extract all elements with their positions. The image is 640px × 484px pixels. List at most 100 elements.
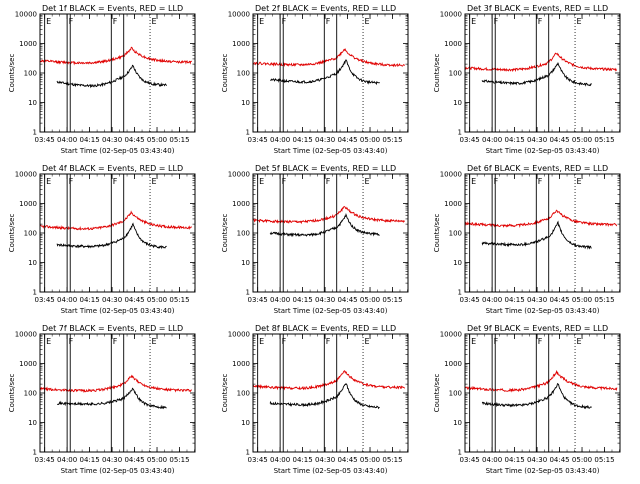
x-tick-label: 04:15 (505, 296, 525, 304)
y-tick-label: 10000 (228, 331, 250, 339)
panel-title: Det 6f BLACK = Events, RED = LLD (467, 164, 608, 173)
panel-title: Det 3f BLACK = Events, RED = LLD (467, 4, 608, 13)
y-tick-label: 10 (28, 99, 37, 107)
x-tick-label: 04:00 (482, 456, 502, 464)
x-tick-label: 05:15 (594, 136, 614, 144)
series-line-events (56, 387, 167, 410)
panel-title: Det 8f BLACK = Events, RED = LLD (255, 324, 396, 333)
event-marker-label: E (259, 17, 264, 26)
event-marker-label: F (113, 177, 118, 186)
y-axis-label: Counts/sec (221, 54, 229, 93)
event-marker-label: F (113, 337, 118, 346)
series-line-lld (252, 48, 405, 68)
x-tick-label: 05:00 (360, 456, 380, 464)
plot-frame (464, 13, 621, 133)
event-marker-label: E (259, 177, 264, 186)
event-marker-label: F (494, 17, 499, 26)
x-tick-label: 04:30 (527, 136, 547, 144)
x-tick-label: 04:00 (57, 136, 77, 144)
y-tick-label: 10000 (15, 11, 37, 19)
y-tick-label: 1 (458, 289, 462, 297)
series-line-lld (39, 374, 193, 394)
y-tick-label: 10000 (15, 171, 37, 179)
y-tick-label: 1000 (19, 200, 37, 208)
x-tick-label: 04:15 (505, 136, 525, 144)
y-tick-label: 10000 (15, 331, 37, 339)
event-marker-label: E (471, 337, 476, 346)
panel-det-7: Det 7f BLACK = Events, RED = LLD Counts/s… (8, 324, 196, 475)
event-marker-label: E (577, 17, 582, 26)
x-tick-label: 04:15 (505, 456, 525, 464)
series-line-lld (252, 205, 406, 225)
x-tick-label: 04:45 (549, 456, 569, 464)
y-tick-label: 10 (241, 99, 250, 107)
y-tick-label: 1000 (232, 40, 250, 48)
x-tick-label: 04:00 (482, 296, 502, 304)
x-tick-label: 05:15 (382, 136, 402, 144)
y-tick-label: 1000 (444, 40, 462, 48)
series-line-events (56, 64, 167, 89)
y-tick-label: 100 (24, 70, 37, 78)
y-tick-label: 100 (449, 230, 462, 238)
x-axis-label: Start Time (02-Sep-05 03:43:40) (486, 307, 600, 315)
event-marker-label: F (282, 17, 287, 26)
plot-frame (252, 333, 409, 453)
event-marker-label: E (577, 337, 582, 346)
panel-det-2: Det 2f BLACK = Events, RED = LLD Counts/s… (221, 4, 409, 155)
x-axis-label: Start Time (02-Sep-05 03:43:40) (61, 307, 175, 315)
event-marker-label: E (152, 337, 157, 346)
x-tick-label: 04:30 (102, 296, 122, 304)
x-tick-label: 03:45 (35, 136, 55, 144)
event-marker-label: F (69, 17, 74, 26)
event-marker-label: F (326, 17, 331, 26)
event-marker-label: E (46, 177, 51, 186)
x-tick-label: 04:15 (80, 296, 100, 304)
y-axis-label: Counts/sec (433, 214, 441, 253)
y-axis-label: Counts/sec (221, 374, 229, 413)
x-tick-label: 03:45 (460, 456, 480, 464)
y-tick-label: 10 (453, 99, 462, 107)
x-tick-label: 05:15 (169, 456, 189, 464)
x-tick-label: 05:00 (147, 136, 167, 144)
x-axis-label: Start Time (02-Sep-05 03:43:40) (274, 147, 388, 155)
x-tick-label: 03:45 (35, 296, 55, 304)
panel-det-3: Det 3f BLACK = Events, RED = LLD Counts/s… (433, 4, 621, 155)
y-tick-label: 10 (453, 419, 462, 427)
event-marker-label: E (471, 177, 476, 186)
x-tick-label: 05:00 (572, 136, 592, 144)
x-tick-label: 05:00 (360, 136, 380, 144)
x-axis-label: Start Time (02-Sep-05 03:43:40) (61, 147, 175, 155)
panel-det-9: Det 9f BLACK = Events, RED = LLD Counts/s… (433, 324, 621, 475)
plot-frame (252, 173, 409, 293)
plot-frame (39, 333, 196, 453)
x-tick-label: 03:45 (248, 296, 268, 304)
y-axis-label: Counts/sec (8, 214, 16, 253)
y-axis-label: Counts/sec (8, 54, 16, 93)
y-tick-label: 1 (458, 129, 462, 137)
x-tick-label: 04:30 (527, 296, 547, 304)
x-tick-label: 04:00 (57, 456, 77, 464)
y-tick-label: 1000 (444, 360, 462, 368)
x-tick-label: 03:45 (460, 136, 480, 144)
x-tick-label: 04:00 (270, 296, 290, 304)
event-marker-label: F (69, 177, 74, 186)
x-tick-label: 04:15 (293, 456, 313, 464)
y-tick-label: 1 (33, 289, 37, 297)
series-line-events (269, 382, 380, 410)
series-line-lld (252, 370, 406, 391)
panel-det-4: Det 4f BLACK = Events, RED = LLD Counts/s… (8, 164, 196, 315)
event-marker-label: E (365, 337, 370, 346)
x-tick-label: 04:30 (102, 456, 122, 464)
y-tick-label: 1000 (19, 40, 37, 48)
series-line-lld (464, 52, 617, 73)
y-tick-label: 1000 (444, 200, 462, 208)
series-line-events (269, 59, 380, 86)
x-tick-label: 04:45 (124, 296, 144, 304)
y-tick-label: 1000 (19, 360, 37, 368)
x-tick-label: 04:15 (293, 136, 313, 144)
event-marker-label: F (538, 337, 543, 346)
panel-title: Det 4f BLACK = Events, RED = LLD (42, 164, 183, 173)
series-line-events (481, 62, 592, 87)
x-tick-label: 05:00 (147, 296, 167, 304)
y-tick-label: 10000 (440, 171, 462, 179)
